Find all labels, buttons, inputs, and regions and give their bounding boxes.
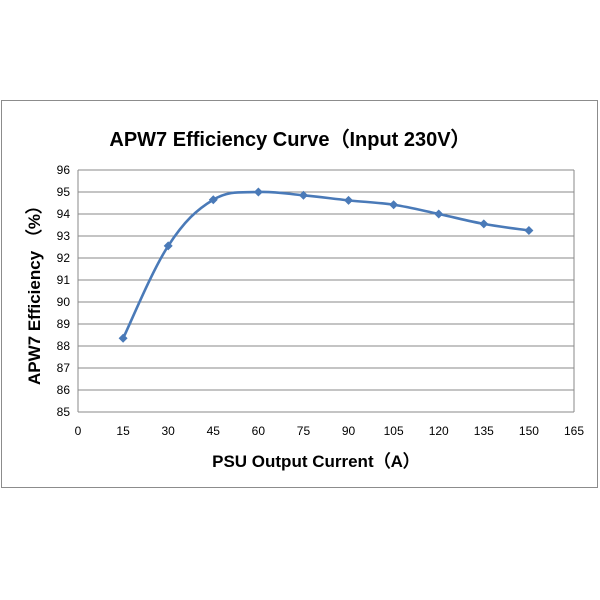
- y-tick-label: 88: [57, 339, 71, 353]
- y-tick-label: 89: [57, 317, 71, 331]
- y-tick-label: 96: [57, 163, 71, 177]
- y-tick-label: 87: [57, 361, 71, 375]
- x-tick-label: 105: [384, 424, 404, 438]
- x-tick-label: 30: [162, 424, 176, 438]
- x-tick-label: 120: [429, 424, 449, 438]
- data-point-marker: [434, 209, 444, 219]
- y-tick-label: 85: [57, 405, 71, 419]
- x-tick-label: 15: [116, 424, 130, 438]
- y-tick-label: 94: [57, 207, 71, 221]
- x-axis-title: PSU Output Current（A）: [212, 451, 420, 471]
- grid-layer: [77, 169, 575, 413]
- data-point-marker: [163, 241, 173, 251]
- y-tick-label: 91: [57, 273, 71, 287]
- data-point-marker: [389, 200, 399, 210]
- data-point-marker: [344, 195, 354, 205]
- data-point-marker: [298, 190, 308, 200]
- x-tick-label: 90: [342, 424, 356, 438]
- data-point-marker: [208, 195, 218, 205]
- x-tick-label: 60: [252, 424, 266, 438]
- x-tick-label: 165: [564, 424, 584, 438]
- series-line: [121, 190, 530, 339]
- y-tick-label: 95: [57, 185, 71, 199]
- data-point-marker: [479, 219, 489, 229]
- y-axis-title: APW7 Efficiency （%）: [24, 197, 44, 385]
- x-tick-label: 0: [75, 424, 82, 438]
- x-tick-label: 45: [207, 424, 221, 438]
- tick-layer: 85 86 87 88 89 90 91 92 93 94 95 96 0 15 30 45 60 75 90 105…: [57, 163, 585, 438]
- chart-title: APW7 Efficiency Curve（Input 230V）: [109, 128, 470, 151]
- y-tick-label: 86: [57, 383, 71, 397]
- x-tick-label: 75: [297, 424, 311, 438]
- series-layer: [118, 187, 534, 343]
- y-tick-label: 93: [57, 229, 71, 243]
- data-point-marker: [524, 226, 534, 235]
- data-point-marker: [253, 187, 263, 197]
- data-point-marker: [118, 333, 128, 343]
- x-tick-label: 150: [519, 424, 539, 438]
- y-tick-label: 92: [57, 251, 71, 265]
- y-tick-label: 90: [57, 295, 71, 309]
- chart-frame: [1, 100, 598, 488]
- x-tick-label: 135: [474, 424, 494, 438]
